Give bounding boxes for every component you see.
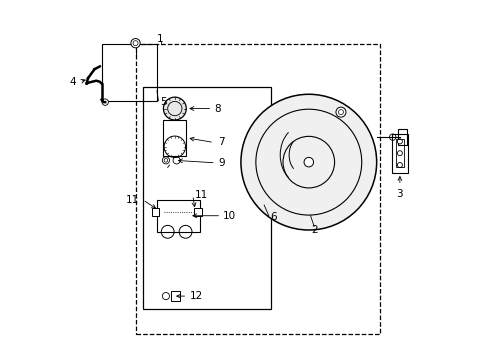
- Text: 3: 3: [396, 189, 403, 199]
- Bar: [397, 129, 406, 145]
- Text: 5: 5: [160, 97, 166, 107]
- Bar: [102, 44, 157, 102]
- Bar: [157, 200, 200, 232]
- Text: 9: 9: [218, 158, 225, 168]
- Bar: [135, 44, 380, 334]
- Bar: [194, 208, 201, 216]
- Text: 12: 12: [190, 291, 203, 301]
- Circle shape: [102, 99, 108, 105]
- Bar: [395, 139, 404, 167]
- Circle shape: [131, 39, 140, 48]
- Circle shape: [241, 94, 376, 230]
- Circle shape: [397, 151, 402, 156]
- Bar: [163, 120, 186, 156]
- Text: 7: 7: [217, 137, 224, 147]
- Text: 4: 4: [69, 77, 76, 87]
- Circle shape: [335, 107, 345, 117]
- Circle shape: [397, 162, 402, 167]
- Bar: [142, 87, 271, 309]
- Text: 6: 6: [270, 212, 277, 222]
- Bar: [391, 134, 407, 173]
- Text: 10: 10: [223, 211, 236, 221]
- Circle shape: [397, 139, 402, 144]
- Text: 11: 11: [125, 195, 139, 204]
- Text: 11: 11: [194, 190, 207, 200]
- Text: 1: 1: [157, 34, 163, 44]
- Circle shape: [163, 97, 186, 120]
- Circle shape: [389, 134, 395, 140]
- Bar: [151, 208, 159, 216]
- Text: 8: 8: [214, 104, 220, 113]
- Circle shape: [304, 157, 313, 167]
- Text: 2: 2: [310, 225, 317, 235]
- Bar: [171, 291, 180, 301]
